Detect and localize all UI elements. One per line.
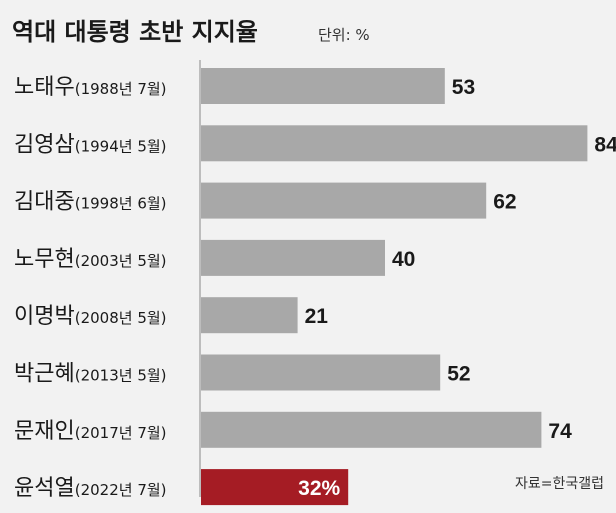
- bar: [201, 239, 385, 276]
- bar-rows: 노태우(1988년 7월) 53 김영삼(1994년 5월) 84 김대중(1998년 …: [14, 68, 616, 506]
- category-date: (2022년 7월): [75, 481, 167, 499]
- value-label: 74: [548, 420, 572, 443]
- bar: [201, 182, 487, 219]
- category-label: 이명박(2008년 5월): [14, 304, 167, 329]
- category-label: 윤석열(2022년 7월): [14, 476, 167, 501]
- value-label: 53: [452, 76, 475, 99]
- category-name: 이명박: [14, 304, 75, 329]
- unit-label: 단위: %: [318, 26, 370, 44]
- bar: [201, 125, 588, 162]
- category-name: 문재인: [14, 419, 75, 444]
- source-label: 자료=한국갤럽: [515, 476, 604, 492]
- value-label: 52: [447, 363, 470, 386]
- bar: [201, 297, 298, 334]
- category-date: (2013년 5월): [75, 367, 167, 385]
- category-date: (2017년 7월): [75, 424, 167, 442]
- category-name: 김영삼: [14, 132, 75, 157]
- value-label: 40: [392, 248, 415, 271]
- category-name: 박근혜: [14, 362, 75, 387]
- category-date: (2008년 5월): [75, 309, 167, 327]
- category-date: (1998년 6월): [75, 195, 167, 213]
- bar: [201, 411, 542, 448]
- bar-highlighted: [201, 469, 349, 506]
- value-label: 84: [594, 133, 616, 156]
- category-name: 김대중: [14, 190, 75, 215]
- value-label: 32%: [298, 477, 340, 500]
- category-label: 김대중(1998년 6월): [14, 190, 167, 215]
- bar: [201, 354, 441, 391]
- category-name: 노태우: [14, 75, 75, 100]
- category-label: 문재인(2017년 7월): [14, 419, 167, 444]
- category-date: (2003년 5월): [75, 252, 167, 270]
- category-date: (1988년 7월): [75, 80, 167, 98]
- category-label: 김영삼(1994년 5월): [14, 132, 167, 157]
- value-label: 62: [493, 191, 516, 214]
- category-label: 노태우(1988년 7월): [14, 75, 167, 100]
- value-label: 21: [305, 305, 329, 328]
- category-name: 노무현: [14, 247, 75, 272]
- bar: [201, 68, 445, 104]
- category-label: 박근혜(2013년 5월): [14, 362, 167, 387]
- category-label: 노무현(2003년 5월): [14, 247, 167, 272]
- chart-title: 역대 대통령 초반 지지율: [12, 18, 258, 46]
- category-name: 윤석열: [14, 476, 75, 501]
- category-date: (1994년 5월): [75, 137, 167, 155]
